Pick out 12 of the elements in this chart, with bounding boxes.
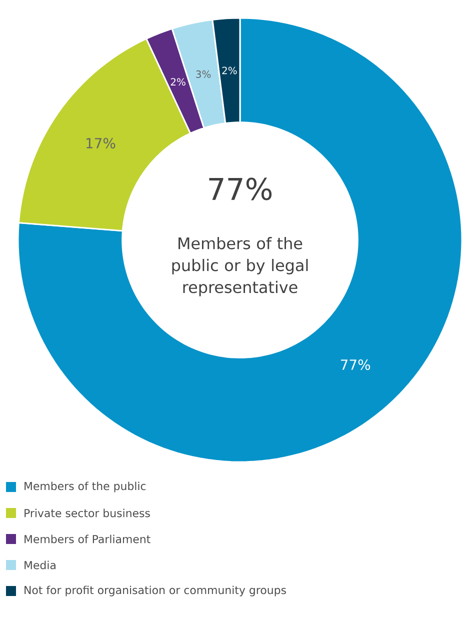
data-label: 17% bbox=[86, 138, 116, 148]
legend-label: Private sector business bbox=[24, 508, 150, 518]
legend-label: Not for profit organisation or community groups bbox=[24, 586, 286, 596]
text: Members of the public or by legal representative bbox=[172, 237, 308, 296]
legend-label: Members of the public bbox=[24, 482, 146, 492]
text: 77% bbox=[209, 178, 272, 200]
data-label: 2% bbox=[222, 66, 237, 74]
data-label: 77% bbox=[340, 359, 370, 370]
legend-label: Members of Parliament bbox=[24, 534, 150, 544]
data-label: 2% bbox=[170, 78, 186, 86]
legend-label: Media bbox=[24, 560, 56, 570]
data-label: 3% bbox=[196, 70, 211, 78]
